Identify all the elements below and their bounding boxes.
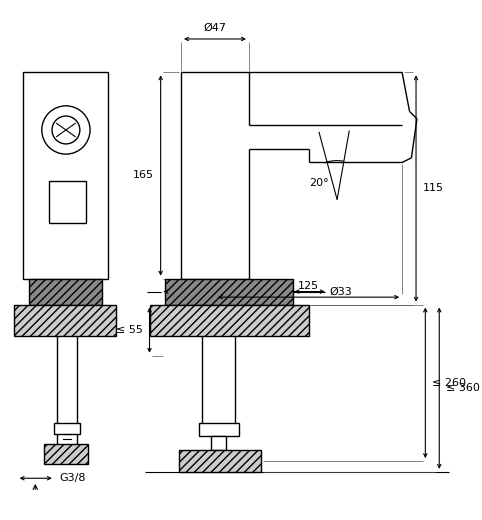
Bar [211, 436, 226, 450]
Bar [54, 423, 80, 434]
Bar [14, 305, 116, 336]
Bar [49, 181, 86, 223]
Text: Ø47: Ø47 [203, 22, 227, 32]
Bar [165, 279, 293, 305]
Bar [44, 444, 88, 464]
Circle shape [52, 116, 80, 144]
Bar [23, 72, 107, 279]
Text: 125: 125 [298, 281, 319, 291]
Text: G3/8: G3/8 [59, 473, 86, 483]
Bar [199, 423, 239, 436]
Text: ≤ 360: ≤ 360 [446, 383, 480, 393]
Text: ≤ 260: ≤ 260 [432, 378, 466, 388]
Text: 115: 115 [423, 184, 443, 193]
Text: ≤ 55: ≤ 55 [116, 325, 143, 335]
Text: 165: 165 [133, 171, 154, 180]
Bar [29, 279, 102, 305]
Bar [149, 305, 309, 336]
Text: 20°: 20° [309, 178, 329, 188]
Bar [179, 450, 261, 472]
Text: Ø33: Ø33 [330, 287, 352, 296]
Circle shape [42, 106, 90, 154]
